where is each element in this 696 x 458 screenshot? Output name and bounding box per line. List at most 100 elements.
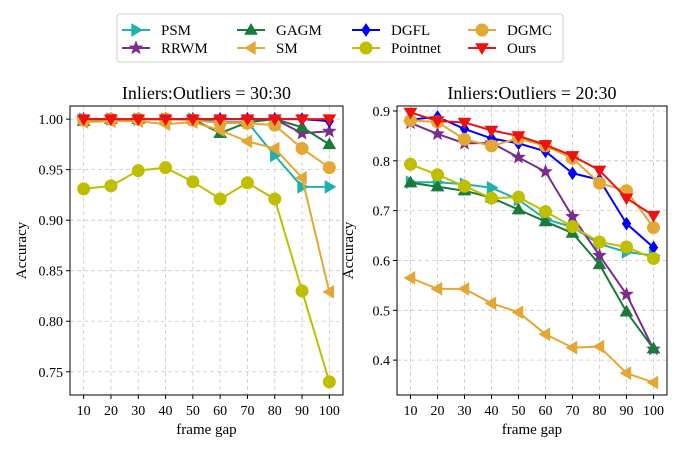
data-point-pointnet (159, 161, 173, 175)
x-tick-label: 20 (431, 404, 445, 419)
x-tick-label: 40 (485, 404, 499, 419)
legend-item-dgfl: DGFL (352, 23, 430, 39)
legend-frame (116, 13, 564, 63)
legend-marker-gagm (244, 23, 258, 35)
chart-panel-right: 10 20 30 40 50 60 70 80 90 100 0.4 0.5 0.6 0.7 0.8 0.9 I… (341, 83, 668, 438)
data-point-ours (158, 114, 173, 127)
legend-item-rrwm: RRWM (122, 40, 208, 57)
data-point-sm (403, 271, 416, 285)
data-point-ours (619, 193, 634, 206)
y-tick-label: 0.8 (373, 155, 391, 170)
y-tick-label: 0.9 (373, 105, 391, 120)
data-point-pointnet (213, 192, 227, 206)
grid (397, 106, 667, 395)
data-point-pointnet (620, 240, 633, 254)
data-point-gagm (619, 304, 634, 317)
data-point-pointnet (240, 176, 254, 190)
data-point-ours (538, 140, 553, 152)
legend-marker-rrwm (128, 40, 144, 55)
data-point-pointnet (431, 168, 444, 182)
legend-label-gagm: GAGM (276, 23, 322, 39)
data-point-sm (646, 375, 659, 390)
data-point-pointnet (295, 284, 309, 298)
legend-item-sm: SM (237, 41, 298, 57)
legend: PSM RRWM GAGM SM DGFL Pointnet DGMC Ours (116, 13, 564, 63)
plot-area (70, 106, 343, 395)
x-axis: 10 20 30 40 50 60 70 80 90 100 (77, 395, 340, 419)
data-point-rrwm (511, 149, 526, 164)
legend-item-psm: PSM (122, 23, 191, 39)
series-sm (403, 271, 659, 390)
legend-item-dgmc: DGMC (468, 23, 552, 39)
data-point-ours (267, 114, 282, 127)
data-point-rrwm (619, 286, 634, 301)
legend-marker-dgfl (361, 23, 371, 37)
grid (70, 106, 343, 395)
data-point-pointnet (566, 220, 579, 234)
y-tick-label: 0.90 (39, 214, 64, 229)
data-point-psm (324, 179, 337, 194)
data-point-gagm (511, 202, 526, 215)
data-point-sm (565, 340, 578, 355)
legend-item-gagm: GAGM (237, 23, 322, 39)
data-point-rrwm (565, 208, 580, 223)
data-point-gagm (403, 175, 418, 188)
y-tick-label: 0.6 (373, 254, 391, 269)
legend-label-pointnet: Pointnet (391, 41, 442, 57)
series-line-gagm (410, 181, 655, 350)
y-tick-label: 0.80 (39, 315, 64, 330)
data-point-sm (619, 366, 632, 380)
data-point-sm (267, 141, 280, 156)
x-tick-label: 90 (295, 404, 309, 419)
data-point-pointnet (539, 205, 552, 219)
data-point-sm (592, 339, 605, 354)
legend-label-psm: PSM (161, 23, 191, 39)
y-tick-label: 0.7 (373, 205, 391, 220)
x-tick-label: 40 (159, 404, 173, 419)
axes-frame (396, 105, 668, 396)
data-point-pointnet (512, 190, 525, 204)
legend-label-dgmc: DGMC (507, 23, 552, 39)
data-point-pointnet (458, 179, 471, 193)
legend-marker-sm (244, 41, 256, 55)
data-point-ours (565, 151, 580, 163)
y-axis-label: Accuracy (341, 221, 357, 279)
series-line-dgfl (410, 115, 655, 249)
chart-panel-left: 10 20 30 40 50 60 70 80 90 100 0.75 0.80 0.85 0.90 0.9… (14, 83, 344, 438)
data-point-sm (240, 134, 253, 149)
series-line-sm (410, 276, 654, 384)
data-point-ours (131, 114, 146, 127)
series-line-sm (83, 120, 331, 293)
data-point-sm (430, 281, 443, 296)
data-point-ours (76, 114, 91, 127)
legend-label-sm: SM (276, 41, 298, 57)
data-point-ours (511, 131, 526, 143)
data-point-dgmc (322, 161, 336, 175)
x-tick-label: 80 (268, 404, 282, 419)
series-layer (403, 107, 661, 390)
data-point-ours (403, 107, 418, 120)
series-line-ours (410, 111, 655, 217)
x-axis-label: frame gap (176, 422, 236, 438)
legend-marker-psm (131, 23, 143, 37)
data-point-pointnet (593, 235, 606, 249)
data-point-dgmc (295, 141, 309, 155)
x-axis: 10 20 30 40 50 60 70 80 90 100 (404, 395, 664, 419)
data-point-pointnet (131, 164, 145, 178)
series-line-dgmc (410, 119, 655, 229)
series-pointnet (77, 161, 336, 389)
data-point-ours (646, 210, 661, 223)
x-tick-label: 50 (186, 404, 200, 419)
legend-item-pointnet: Pointnet (352, 41, 442, 57)
y-tick-label: 0.4 (373, 354, 391, 369)
x-tick-label: 60 (539, 404, 553, 419)
data-point-pointnet (104, 179, 118, 193)
x-tick-label: 60 (213, 404, 227, 419)
y-axis: 0.75 0.80 0.85 0.90 0.95 1.00 (39, 113, 70, 381)
x-axis-label: frame gap (502, 422, 562, 438)
data-point-sm (295, 170, 307, 185)
y-axis: 0.4 0.5 0.6 0.7 0.8 0.9 (373, 105, 397, 369)
data-point-ours (457, 117, 472, 130)
legend-label-rrwm: RRWM (161, 41, 208, 57)
